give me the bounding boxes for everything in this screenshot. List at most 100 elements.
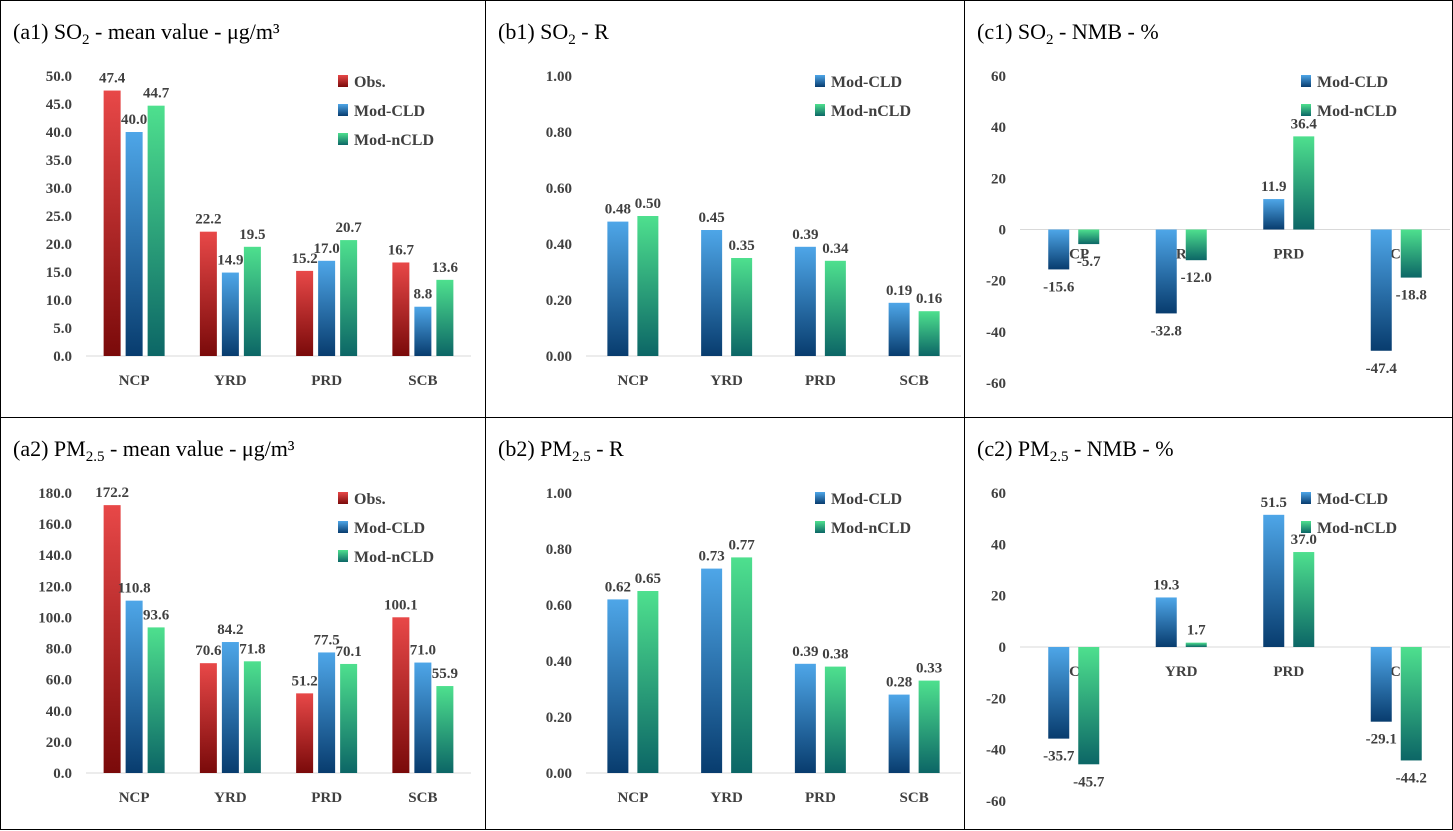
y-tick-label: 5.0 [53, 321, 72, 337]
bar-cld-scb [888, 694, 910, 773]
y-tick-label: 0.40 [546, 237, 572, 253]
data-label: 93.6 [143, 607, 170, 623]
data-label: 84.2 [217, 622, 243, 638]
chart-title-units: - mean value - μg/m³ [90, 19, 280, 44]
bar-cld-scb [1370, 229, 1392, 351]
y-tick-label: 15.0 [46, 265, 72, 281]
data-label: -45.7 [1073, 774, 1105, 790]
y-tick-label: -20 [986, 274, 1006, 290]
category-label: PRD [311, 373, 342, 389]
bar-ncld-prd [1293, 552, 1315, 647]
chart-a2: (a2) PM2.5 - mean value - μg/m³ 0.0 20.0 40… [13, 436, 471, 806]
bar-ncld-ncp [1078, 647, 1100, 765]
y-tick-label: 60 [991, 486, 1006, 502]
category-label: YRD [214, 373, 247, 389]
bar-cld-prd [1263, 514, 1285, 647]
chart-title-units: - NMB - % [1054, 19, 1159, 44]
bar-cld-ncp [1048, 229, 1070, 270]
data-label: 0.73 [699, 549, 725, 565]
data-label: -47.4 [1366, 361, 1398, 377]
y-tick-label: -40 [986, 325, 1006, 341]
bar-cld-yrd [1155, 597, 1177, 647]
chart-title-subscript: 2.5 [572, 449, 591, 465]
chart-title: (c1) SO2 - NMB - % [977, 19, 1159, 48]
chart-title-units: - NMB - % [1068, 436, 1173, 461]
category-label: PRD [311, 790, 342, 806]
bar-ncld-prd [824, 260, 846, 356]
legend-label-cld: Mod-CLD [354, 520, 425, 537]
y-tick-label: 0.20 [546, 710, 572, 726]
chart-title-units: - R [591, 436, 624, 461]
legend-swatch-obs [338, 492, 348, 504]
y-tick-label: 120.0 [38, 579, 72, 595]
data-label: 51.2 [292, 673, 318, 689]
legend-label-ncld: Mod-nCLD [354, 132, 434, 149]
legend-label-ncld: Mod-nCLD [354, 549, 434, 566]
category-label: YRD [214, 790, 247, 806]
y-tick-label: 80.0 [46, 642, 72, 658]
y-tick-label: 0.00 [546, 766, 572, 782]
data-label: 51.5 [1261, 495, 1287, 511]
bar-cld-yrd [701, 568, 723, 773]
bar-ncld-prd [340, 663, 358, 773]
data-label: 19.3 [1153, 577, 1179, 593]
legend-label-obs: Obs. [354, 74, 386, 91]
legend-label-ncld: Mod-nCLD [1317, 520, 1397, 537]
chart-c2: (c2) PM2.5 - NMB - %-60-40-200204060NCP-… [977, 436, 1450, 810]
data-label: 71.0 [410, 643, 436, 659]
bar-cld-scb [1370, 647, 1392, 722]
chart-title-main: (a1) SO [13, 19, 82, 44]
chart-title: (b1) SO2 - R [498, 19, 609, 48]
data-label: 77.5 [314, 632, 340, 648]
data-label: 0.34 [822, 241, 849, 257]
data-label: -32.8 [1151, 323, 1182, 339]
y-tick-label: 180.0 [38, 486, 72, 502]
chart-title: (a1) SO2 - mean value - μg/m³ [13, 19, 280, 48]
category-label: SCB [408, 790, 437, 806]
chart-b2: (b2) PM2.5 - R 0.00 0.20 0.40 0.60 0.80 1.00 NC… [498, 436, 961, 806]
legend-swatch-ncld [1301, 521, 1311, 533]
category-label: NCP [119, 373, 150, 389]
bar-ncld-scb [918, 311, 940, 356]
bar-cld-ncp [1048, 647, 1070, 739]
data-label: 16.7 [388, 242, 415, 258]
y-tick-label: -20 [986, 691, 1006, 707]
bar-obs-yrd [199, 663, 217, 773]
bar-cld-ncp [125, 600, 143, 773]
data-label: 40.0 [121, 112, 147, 128]
bar-obs-prd [296, 693, 314, 773]
chart-title-subscript: 2.5 [1050, 449, 1069, 465]
legend-swatch-cld [1301, 75, 1311, 87]
legend-swatch-cld [338, 521, 348, 533]
bar-cld-prd [318, 652, 336, 773]
chart-title-subscript: 2 [82, 32, 90, 48]
y-tick-label: 40.0 [46, 125, 72, 141]
data-label: 0.16 [916, 291, 943, 307]
legend-swatch-cld [1301, 492, 1311, 504]
panel-b1: (b1) SO2 - R 0.00 0.20 0.40 0.60 0.80 1.00 NCP 0… [485, 0, 966, 419]
y-tick-label: 160.0 [38, 517, 72, 533]
legend-swatch-obs [338, 75, 348, 87]
bar-cld-yrd [221, 272, 239, 356]
y-tick-label: 0.60 [546, 181, 572, 197]
y-tick-label: 20 [991, 171, 1006, 187]
bar-ncld-scb [1400, 229, 1422, 278]
category-label: YRD [1165, 664, 1198, 680]
y-tick-label: -60 [986, 794, 1006, 810]
bar-ncld-ncp [637, 591, 659, 773]
category-label: SCB [408, 373, 437, 389]
data-label: 15.2 [292, 251, 318, 267]
y-tick-label: 20 [991, 589, 1006, 605]
bar-ncld-scb [918, 680, 940, 773]
y-tick-label: 0 [999, 640, 1007, 656]
y-tick-label: 0.60 [546, 598, 572, 614]
y-tick-label: 60 [991, 69, 1006, 85]
category-label: PRD [1273, 664, 1304, 680]
data-label: 8.8 [414, 287, 433, 303]
bar-ncld-scb [436, 686, 454, 773]
data-label: -18.8 [1396, 288, 1427, 304]
chart-title: (a2) PM2.5 - mean value - μg/m³ [13, 436, 295, 465]
y-tick-label: 25.0 [46, 209, 72, 225]
category-label: SCB [900, 373, 929, 389]
bar-ncld-yrd [243, 246, 261, 356]
